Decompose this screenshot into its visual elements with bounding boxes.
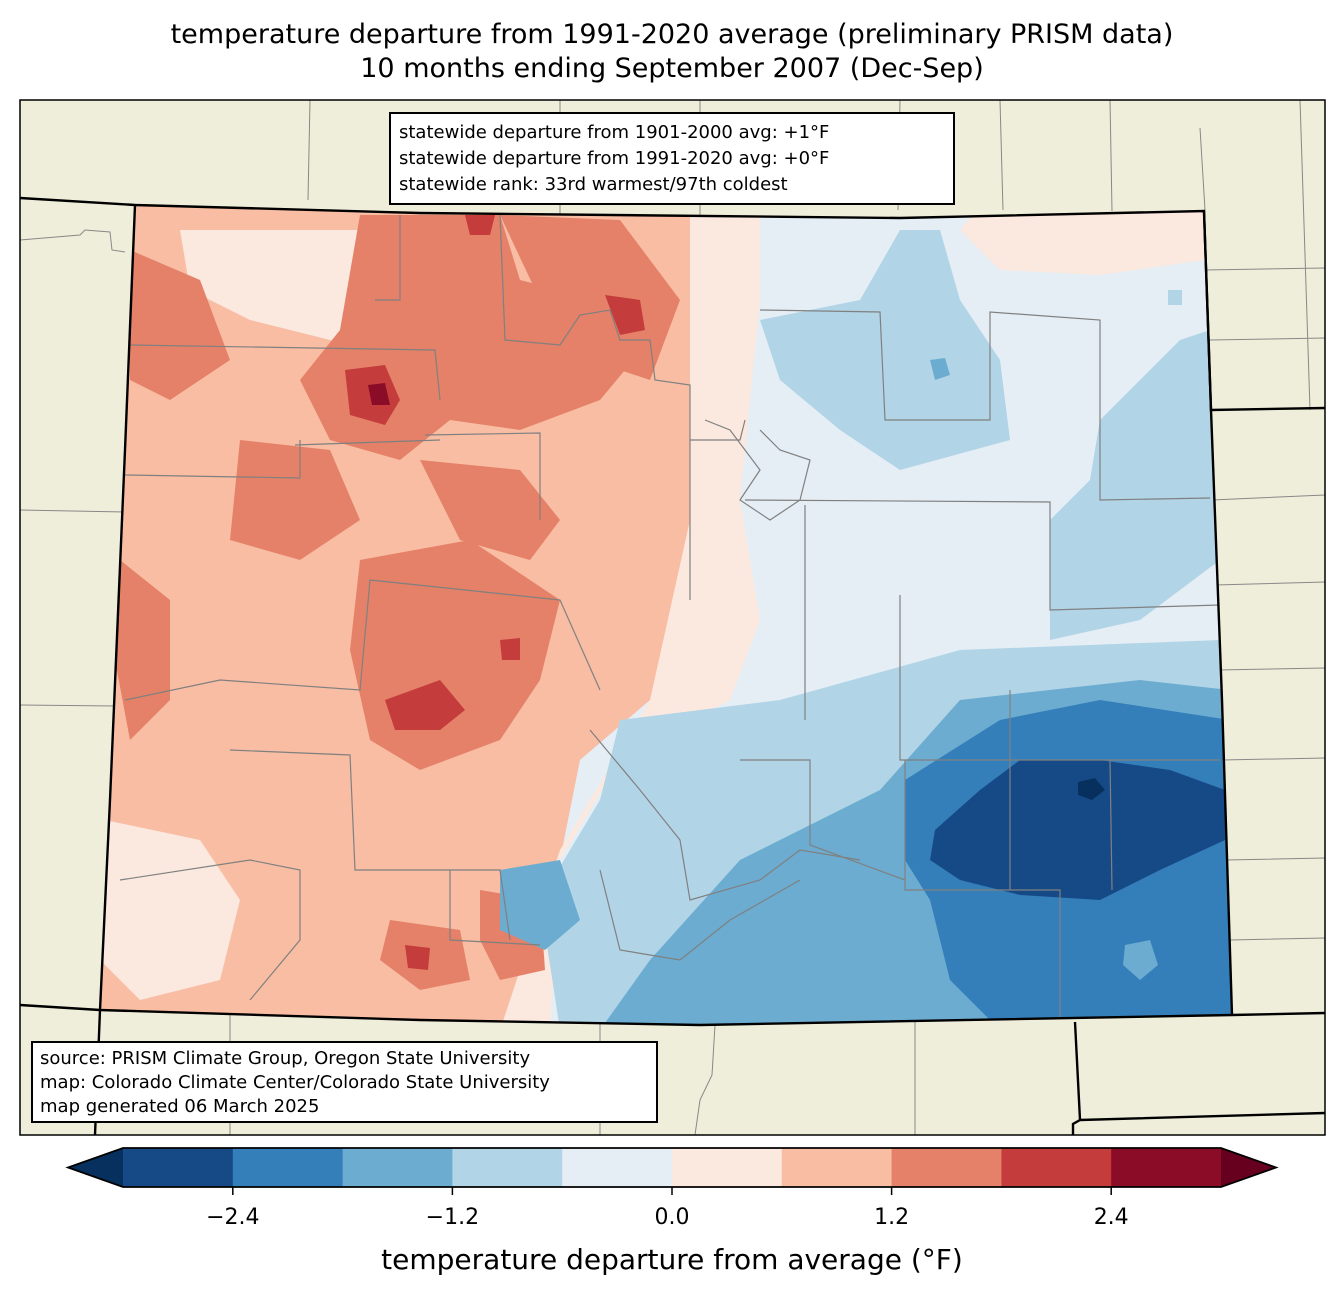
contour-neg0.6-neg1.2 bbox=[1168, 290, 1182, 305]
statewide-stats-box: statewide departure from 1901-2000 avg: … bbox=[389, 112, 955, 205]
colorbar-bin bbox=[781, 1148, 893, 1187]
colorbar-bin bbox=[562, 1148, 673, 1187]
county-line bbox=[20, 229, 126, 707]
state-border-south bbox=[20, 1003, 1325, 1027]
contour-1.2-1.8 bbox=[500, 215, 680, 380]
colorbar-extend-max bbox=[1221, 1148, 1276, 1187]
colorbar-tick-label: 0.0 bbox=[654, 1205, 690, 1230]
contour-above-2.4 bbox=[368, 383, 390, 405]
colorbar-bin bbox=[891, 1148, 1002, 1187]
map-subtitle: 10 months ending September 2007 (Dec-Sep… bbox=[360, 53, 984, 84]
contour-0-0.6 bbox=[100, 820, 240, 1000]
contour-neg1.2-neg1.8 bbox=[930, 358, 950, 380]
state-border-panhandle bbox=[1071, 1021, 1325, 1135]
contour-neg2.4-neg3.0 bbox=[930, 760, 1225, 900]
contour-0-0.6 bbox=[500, 205, 760, 1025]
contour-1.8-2.4 bbox=[405, 945, 430, 970]
contour-0-0.6 bbox=[960, 205, 1205, 275]
stat-line-rank: statewide rank: 33rd warmest/97th coldes… bbox=[399, 174, 788, 195]
contour-1.8-2.4 bbox=[605, 295, 645, 335]
contour-neg0.6-neg1.2 bbox=[760, 230, 1010, 470]
contour-1.2-1.8 bbox=[420, 460, 560, 560]
colorbar-tick-label: −1.2 bbox=[425, 1205, 480, 1230]
contour-neg1.2-neg1.8 bbox=[500, 860, 580, 950]
contour-1.8-2.4 bbox=[500, 638, 520, 660]
colorbar-bin bbox=[123, 1148, 234, 1187]
source-line: source: PRISM Climate Group, Oregon Stat… bbox=[40, 1048, 531, 1069]
contour-1.8-2.4 bbox=[465, 215, 495, 235]
colorbar-bin bbox=[232, 1148, 344, 1187]
contour-below-neg3.0 bbox=[1078, 778, 1105, 800]
colorbar-extend-min bbox=[68, 1148, 123, 1187]
contour-1.2-1.8 bbox=[115, 560, 170, 740]
source-box: source: PRISM Climate Group, Oregon Stat… bbox=[31, 1041, 658, 1123]
contour-neg0.6-neg1.2 bbox=[1050, 330, 1220, 640]
colorado-county-lines bbox=[119, 214, 1221, 1020]
colorbar bbox=[65, 1147, 1279, 1195]
contour-neg1.2-neg1.8 bbox=[1123, 940, 1158, 980]
map-credit-line: map: Colorado Climate Center/Colorado St… bbox=[40, 1072, 550, 1093]
temperature-field bbox=[100, 205, 1232, 1025]
contour-1.2-1.8 bbox=[230, 440, 360, 560]
colorbar-bin bbox=[1001, 1148, 1112, 1187]
stat-line-1901-2000: statewide departure from 1901-2000 avg: … bbox=[399, 122, 830, 143]
contour-1.8-2.4 bbox=[385, 680, 465, 730]
map-title: temperature departure from 1991-2020 ave… bbox=[170, 19, 1174, 50]
contour-1.2-1.8 bbox=[130, 250, 230, 400]
colorbar-tick-label: −2.4 bbox=[206, 1205, 260, 1230]
map-frame bbox=[19, 99, 1326, 1136]
county-line bbox=[119, 579, 906, 1001]
colorbar-tick-label: 2.4 bbox=[1093, 1205, 1129, 1230]
generated-date-line: map generated 06 March 2025 bbox=[40, 1096, 320, 1117]
colorbar-bin bbox=[672, 1148, 783, 1187]
stat-line-1991-2020: statewide departure from 1991-2020 avg: … bbox=[399, 148, 830, 169]
county-line bbox=[704, 419, 811, 521]
colorbar-outline bbox=[65, 1147, 1279, 1188]
colorbar-bin bbox=[452, 1148, 563, 1187]
colorbar-bin bbox=[1111, 1148, 1222, 1187]
county-line bbox=[124, 214, 1221, 1020]
colorbar-label: temperature departure from average (°F) bbox=[381, 1243, 963, 1276]
state-border-east bbox=[1202, 210, 1234, 1016]
colorbar-tick-label: 1.2 bbox=[874, 1205, 910, 1230]
county-line bbox=[999, 100, 1325, 941]
colorbar-bin bbox=[342, 1148, 453, 1187]
